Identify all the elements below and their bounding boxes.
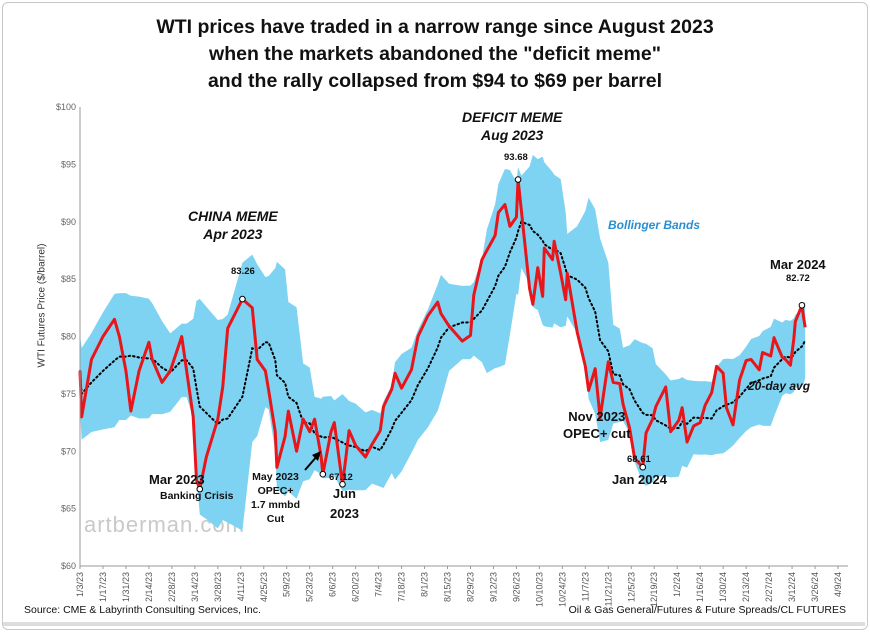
label-83-26: 83.26 bbox=[231, 266, 255, 277]
annotation-mar-2023: Mar 2023 bbox=[149, 472, 205, 487]
annotation-mar-2024: Mar 2024 bbox=[770, 257, 826, 272]
x-tick-label: 5/23/23 bbox=[305, 572, 315, 602]
x-tick-label: 2/28/23 bbox=[167, 572, 177, 602]
bottom-divider bbox=[3, 622, 865, 626]
x-tick-label: 6/20/23 bbox=[351, 572, 361, 602]
bollinger-bands-area bbox=[80, 154, 806, 531]
x-tick-label: 2/13/24 bbox=[741, 572, 751, 602]
annotation-20-day-avg: 20-day avg bbox=[748, 379, 811, 393]
y-tick-label: $60 bbox=[61, 561, 76, 571]
title-line: when the markets abandoned the "deficit … bbox=[209, 43, 661, 65]
title-line: WTI prices have traded in a narrow range… bbox=[156, 16, 714, 38]
x-tick-label: 3/26/24 bbox=[810, 572, 820, 602]
price-line bbox=[78, 178, 807, 491]
label-93-68: 93.68 bbox=[504, 152, 528, 163]
x-tick-label: 12/5/23 bbox=[626, 572, 636, 602]
x-tick-label: 9/26/23 bbox=[511, 572, 521, 602]
x-tick-label: 4/9/24 bbox=[833, 572, 843, 597]
chart-title: WTI prices have traded in a narrow range… bbox=[0, 14, 870, 95]
annotation-jun-2023: Jun 2023 bbox=[330, 486, 359, 521]
x-tick-label: 7/4/23 bbox=[374, 572, 384, 597]
x-tick-label: 7/18/23 bbox=[397, 572, 407, 602]
source-note: Source: CME & Labyrinth Consulting Servi… bbox=[24, 604, 261, 616]
y-tick-label: $85 bbox=[61, 274, 76, 284]
data-point-marker bbox=[196, 485, 204, 493]
x-tick-label: 3/28/23 bbox=[213, 572, 223, 602]
annotation-deficit-meme: DEFICIT MEME Aug 2023 bbox=[462, 109, 563, 143]
x-tick-label: 3/14/23 bbox=[190, 572, 200, 602]
y-tick-label: $75 bbox=[61, 389, 76, 399]
data-point-marker bbox=[798, 301, 806, 309]
annotation-bollinger-bands: Bollinger Bands bbox=[608, 218, 701, 232]
x-tick-label: 1/31/23 bbox=[121, 572, 131, 602]
x-tick-label: 1/2/24 bbox=[672, 572, 682, 597]
data-point-marker bbox=[339, 480, 346, 488]
x-tick-label: 12/19/23 bbox=[649, 572, 659, 607]
label-67-12: 67.12 bbox=[329, 472, 353, 483]
x-tick-label: 10/24/23 bbox=[557, 572, 567, 607]
x-tick-label: 8/15/23 bbox=[443, 572, 453, 602]
x-tick-label: 5/9/23 bbox=[282, 572, 292, 597]
x-tick-label: 11/7/23 bbox=[580, 572, 590, 601]
x-tick-label: 11/21/23 bbox=[603, 572, 613, 606]
data-point-marker bbox=[639, 463, 647, 471]
annotation-banking-crisis: Banking Crisis bbox=[160, 490, 234, 502]
title-line: and the rally collapsed from $94 to $69 … bbox=[207, 70, 663, 92]
x-tick-label: 10/10/23 bbox=[534, 572, 544, 607]
data-point-marker bbox=[514, 176, 522, 183]
y-tick-label: $80 bbox=[61, 332, 76, 342]
annotation-china-meme: CHINA MEME Apr 2023 bbox=[188, 208, 278, 242]
x-tick-label: 3/12/24 bbox=[787, 572, 797, 602]
x-tick-label: 9/12/23 bbox=[488, 572, 498, 602]
data-path-note: Oil & Gas General/Futures & Future Sprea… bbox=[568, 604, 846, 616]
x-tick-label: 8/1/23 bbox=[420, 572, 430, 597]
annotation-may-2023-opec: May 2023 OPEC+ 1.7 mmbd Cut bbox=[251, 471, 301, 525]
moving-average-line bbox=[79, 220, 807, 453]
y-tick-label: $90 bbox=[61, 217, 76, 227]
x-tick-label: 1/3/23 bbox=[75, 572, 85, 597]
x-tick-label: 1/17/23 bbox=[98, 572, 108, 602]
data-point-marker bbox=[239, 295, 246, 303]
annotation-nov-2023: Nov 2023 OPEC+ cut bbox=[563, 409, 631, 441]
data-point-marker bbox=[319, 470, 327, 478]
label-68-61: 68.61 bbox=[627, 454, 651, 465]
x-tick-label: 4/11/23 bbox=[236, 572, 246, 601]
x-tick-label: 4/25/23 bbox=[259, 572, 269, 602]
x-tick-label: 1/30/24 bbox=[718, 572, 728, 602]
x-tick-label: 6/6/23 bbox=[328, 572, 338, 597]
x-tick-label: 1/16/24 bbox=[695, 572, 705, 602]
arrow-head bbox=[312, 451, 321, 461]
y-tick-label: $65 bbox=[61, 504, 76, 514]
y-tick-label: $100 bbox=[56, 102, 76, 112]
annotation-jan-2024: Jan 2024 bbox=[612, 472, 667, 487]
y-tick-label: $70 bbox=[61, 446, 76, 456]
x-tick-label: 2/14/23 bbox=[144, 572, 154, 602]
x-tick-label: 8/29/23 bbox=[465, 572, 475, 602]
x-tick-label: 2/27/24 bbox=[764, 572, 774, 602]
y-tick-label: $95 bbox=[61, 159, 76, 169]
label-82-72: 82.72 bbox=[786, 273, 810, 284]
